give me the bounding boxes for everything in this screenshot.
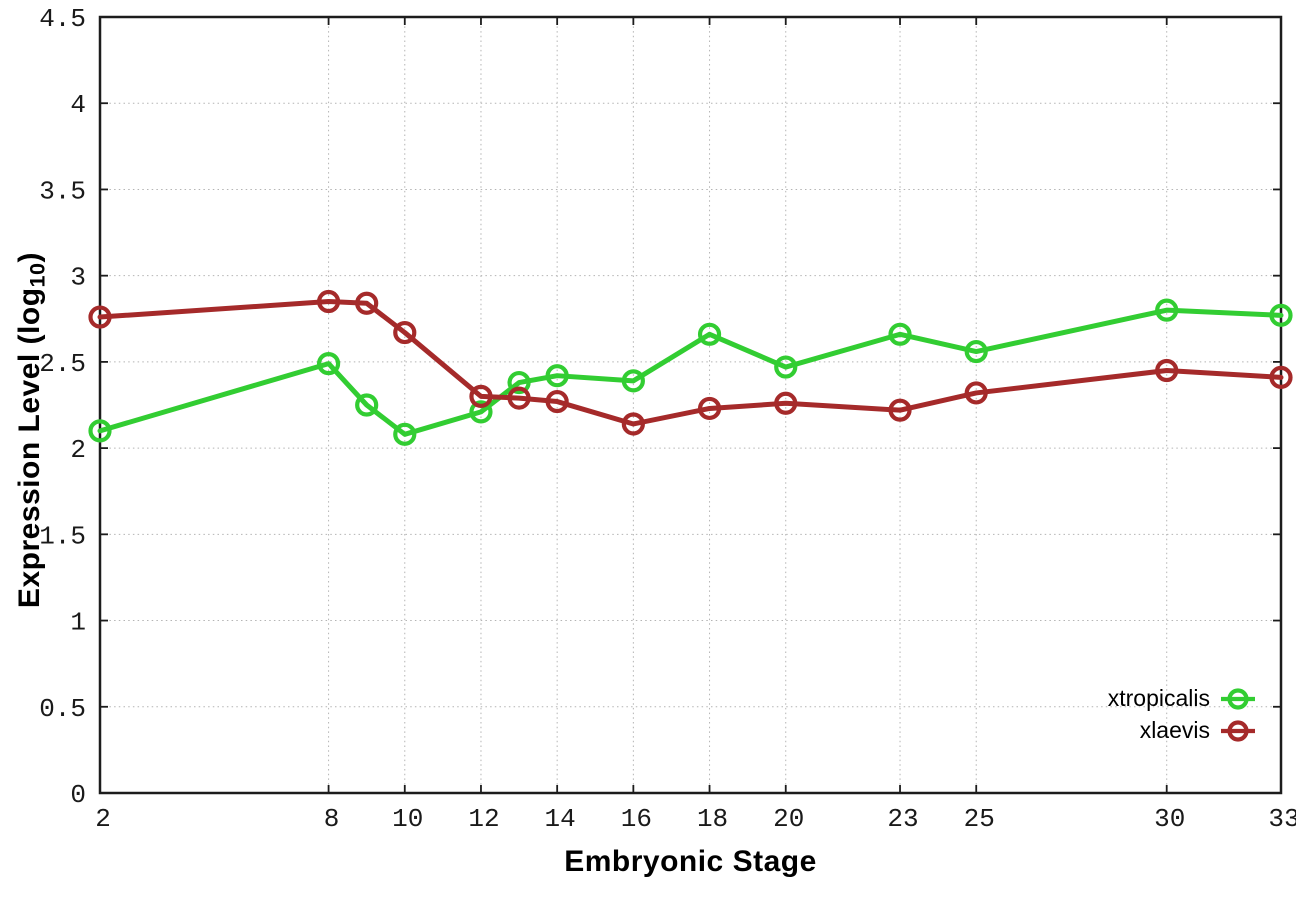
y-tick-label-3.5: 3.5 xyxy=(39,176,86,206)
data-point-xlaevis-13 xyxy=(507,386,531,410)
data-point-xlaevis-8 xyxy=(316,289,341,314)
data-point-xlaevis-10 xyxy=(393,320,417,345)
data-point-xlaevis-23 xyxy=(888,398,912,422)
data-point-xlaevis-30 xyxy=(1155,358,1179,383)
data-point-xtropicalis-9 xyxy=(355,393,379,417)
data-point-xlaevis-20 xyxy=(774,391,798,415)
data-point-xtropicalis-23 xyxy=(888,322,912,346)
y-tick-label-2.5: 2.5 xyxy=(39,349,86,379)
x-tick-label-10: 10 xyxy=(392,804,423,834)
xtropicalis-line-marker-icon xyxy=(1221,687,1255,710)
x-tick-label-23: 23 xyxy=(887,804,918,834)
y-tick-label-0.5: 0.5 xyxy=(39,694,86,724)
data-point-xtropicalis-20 xyxy=(774,355,798,379)
y-tick-label-3: 3 xyxy=(70,263,86,293)
y-tick-label-4.5: 4.5 xyxy=(39,4,86,34)
xlaevis-line-marker-icon xyxy=(1221,719,1255,742)
data-point-xlaevis-25 xyxy=(964,381,988,405)
y-axis-title-subscript: 10 xyxy=(24,262,50,288)
data-point-xlaevis-12 xyxy=(469,384,493,408)
data-point-xtropicalis-2 xyxy=(88,419,112,443)
data-point-xtropicalis-16 xyxy=(621,369,645,393)
y-tick-label-0: 0 xyxy=(70,780,86,810)
data-point-xlaevis-16 xyxy=(621,412,645,436)
data-point-xtropicalis-8 xyxy=(316,352,341,376)
series-line-xlaevis xyxy=(97,299,1284,427)
x-tick-label-30: 30 xyxy=(1154,804,1185,834)
data-point-xtropicalis-10 xyxy=(393,422,417,446)
y-axis-title-close: ) xyxy=(13,251,46,263)
data-point-xlaevis-9 xyxy=(355,291,379,315)
x-tick-label-25: 25 xyxy=(964,804,995,834)
x-tick-label-16: 16 xyxy=(621,804,652,834)
data-point-xtropicalis-12 xyxy=(469,400,493,424)
y-tick-label-4: 4 xyxy=(70,90,86,120)
x-tick-label-12: 12 xyxy=(468,804,499,834)
legend-label-xlaevis: xlaevis xyxy=(1139,717,1210,743)
x-tick-label-18: 18 xyxy=(697,804,728,834)
data-point-xtropicalis-33 xyxy=(1269,303,1293,327)
series-line-xtropicalis xyxy=(97,307,1284,437)
x-tick-label-33: 33 xyxy=(1268,804,1296,834)
y-tick-label-2: 2 xyxy=(70,435,86,465)
x-tick-label-8: 8 xyxy=(324,804,340,834)
legend-item-xtropicalis: xtropicalis xyxy=(1108,684,1256,713)
x-tick-label-20: 20 xyxy=(773,804,804,834)
data-point-xlaevis-2 xyxy=(88,305,112,329)
legend: xtropicalis xlaevis xyxy=(1108,684,1256,745)
data-point-xtropicalis-18 xyxy=(697,322,722,346)
y-axis-title-main: Expression Level (log xyxy=(13,287,46,609)
y-axis-title-text: Expression Level (log10) xyxy=(13,251,50,609)
data-point-xtropicalis-25 xyxy=(964,339,988,364)
legend-label-xtropicalis: xtropicalis xyxy=(1107,685,1210,711)
x-tick-label-2: 2 xyxy=(95,804,111,834)
legend-item-xlaevis: xlaevis xyxy=(1108,716,1256,745)
x-axis-title: Embryonic Stage xyxy=(564,845,817,878)
data-point-xlaevis-18 xyxy=(697,396,722,421)
y-tick-label-1: 1 xyxy=(70,608,86,638)
data-point-xtropicalis-14 xyxy=(545,364,569,388)
data-point-xlaevis-14 xyxy=(545,389,569,414)
data-point-xlaevis-33 xyxy=(1269,365,1293,390)
data-point-xtropicalis-13 xyxy=(507,370,531,395)
y-tick-label-1.5: 1.5 xyxy=(39,521,86,551)
plot-border xyxy=(98,15,1283,795)
data-point-xtropicalis-30 xyxy=(1155,298,1179,322)
x-tick-label-14: 14 xyxy=(545,804,576,834)
